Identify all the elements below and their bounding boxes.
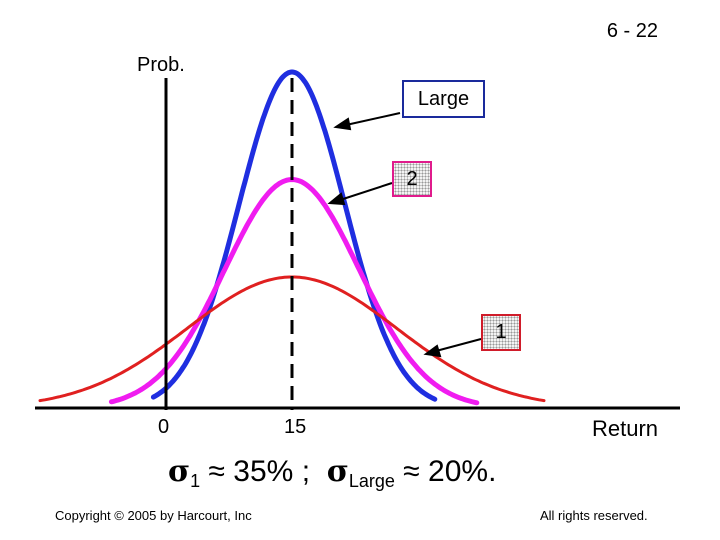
rights-text: All rights reserved.: [540, 508, 648, 523]
arrowhead-large: [333, 117, 352, 131]
sigma-symbol-1: σ: [168, 454, 191, 489]
approx-symbol-large: ≈: [403, 455, 420, 488]
series-line-large: [150, 69, 438, 402]
sigma-subscript-1: 1: [190, 471, 201, 491]
sigma-1-value: 35%: [233, 455, 294, 488]
arrow-large: [345, 112, 401, 126]
series-line-2: [108, 176, 480, 406]
arrow-1: [435, 338, 482, 352]
sigma-subscript-large: Large: [348, 471, 395, 491]
legend-label-2: 2: [392, 161, 432, 197]
sigma-large-value: 20%.: [428, 455, 497, 488]
x-axis-label: Return: [592, 416, 659, 441]
copyright-text: Copyright © 2005 by Harcourt, Inc: [55, 508, 252, 523]
slide-number: 6 - 22: [606, 20, 658, 42]
arrowhead-2: [327, 192, 346, 206]
approx-symbol-1: ≈: [208, 455, 225, 488]
arrowhead-1: [423, 344, 442, 358]
x-tick-label-15: 15: [284, 416, 307, 438]
y-axis-label: Prob.: [137, 54, 185, 76]
sigma-symbol-large: σ: [326, 454, 349, 489]
arrows: [327, 112, 482, 358]
sigma-formula: σ1 ≈ 35% ; σLarge ≈ 20%.: [168, 454, 496, 492]
x-tick-label-0: 0: [158, 416, 170, 438]
legend-label-1: 1: [481, 314, 521, 351]
formula-separator: ;: [301, 455, 311, 488]
series-line-1: [38, 275, 546, 403]
legend-label-large: Large: [402, 80, 485, 118]
arrow-2: [339, 182, 393, 201]
